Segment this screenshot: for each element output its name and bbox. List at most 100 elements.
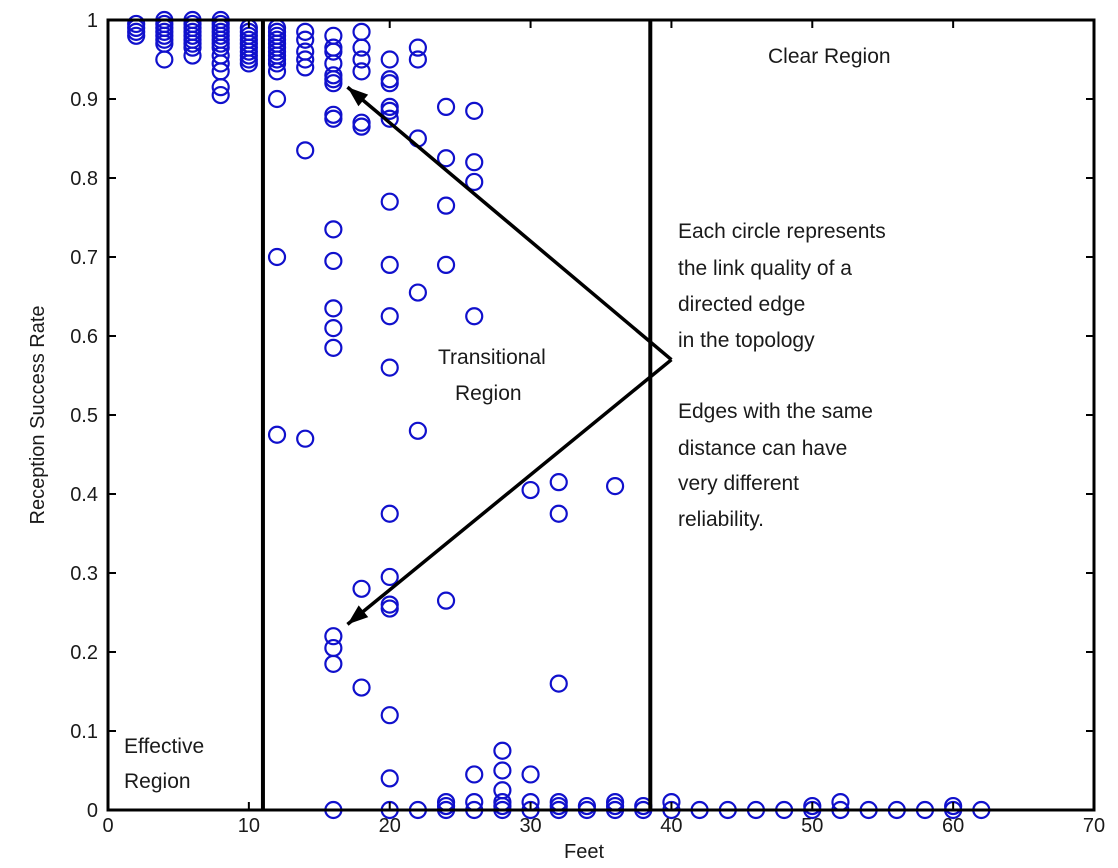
data-point [324, 66, 343, 85]
data-point [267, 247, 287, 267]
data-point [380, 109, 399, 128]
data-point [324, 105, 343, 124]
data-point [577, 796, 597, 816]
data-point [408, 421, 427, 440]
data-point [324, 338, 343, 357]
effective-region-label-1: Effective [124, 735, 204, 758]
x-tick-label: 60 [942, 815, 964, 837]
data-point [436, 97, 456, 117]
y-tick-label: 0 [87, 800, 98, 822]
y-tick-label: 0.7 [70, 247, 98, 269]
data-point [380, 70, 399, 89]
data-point [296, 30, 315, 49]
data-point [549, 504, 568, 523]
data-point [436, 149, 456, 168]
data-point [493, 796, 512, 816]
data-point [380, 255, 399, 274]
data-point [408, 50, 427, 69]
data-point [324, 654, 343, 673]
y-tick-label: 0.9 [70, 89, 98, 111]
data-point [549, 674, 568, 693]
data-point [324, 319, 343, 338]
region-boundaries [260, 20, 653, 810]
y-tick-label: 0.4 [70, 484, 98, 506]
data-point [605, 796, 625, 816]
note-line-4: in the topology [678, 329, 815, 352]
x-tick-label: 30 [519, 815, 541, 837]
data-point [267, 89, 287, 109]
data-point [127, 14, 146, 34]
data-point [436, 796, 456, 816]
data-point [267, 425, 287, 444]
data-point [296, 141, 315, 160]
data-point [324, 638, 343, 658]
data-point [380, 50, 399, 69]
data-point [352, 117, 371, 136]
transitional-region-label-2: Region [455, 382, 522, 405]
data-point [465, 153, 484, 172]
data-point [380, 358, 399, 377]
data-point [408, 283, 427, 302]
data-point [549, 473, 568, 492]
data-point [465, 765, 484, 784]
y-tick-label: 0.3 [70, 563, 98, 585]
note-line-2: the link quality of a [678, 257, 852, 280]
y-tick-label: 0.6 [70, 326, 98, 348]
note-line-3: directed edge [678, 293, 805, 316]
data-point [352, 113, 371, 132]
data-point [436, 196, 456, 215]
y-tick-label: 0.5 [70, 405, 98, 427]
data-point [380, 769, 399, 788]
data-point [521, 480, 540, 500]
data-point [352, 678, 371, 697]
data-point [465, 101, 484, 120]
effective-region-label-2: Region [124, 770, 191, 793]
note-line-8: very different [678, 472, 799, 495]
data-point [380, 599, 399, 618]
data-point [296, 429, 315, 448]
data-point [324, 220, 343, 239]
data-point [324, 38, 343, 57]
x-tick-label: 40 [660, 815, 682, 837]
annotation-arrows [346, 85, 673, 626]
y-tick-label: 0.1 [70, 721, 98, 743]
data-point [380, 307, 399, 326]
note-line-6: Edges with the same [678, 400, 873, 423]
data-point [211, 85, 230, 105]
x-tick-label: 10 [238, 815, 260, 837]
data-point [324, 299, 343, 318]
data-point [605, 477, 625, 496]
data-point [521, 765, 540, 784]
data-point [324, 42, 343, 61]
data-point [352, 50, 371, 69]
data-point [380, 504, 399, 523]
data-point [493, 761, 512, 780]
annotation-arrow-head [347, 605, 369, 625]
x-tick-label: 70 [1083, 815, 1105, 837]
annotation-arrow-line [346, 358, 673, 626]
data-point [408, 38, 427, 57]
data-point [352, 38, 371, 57]
annotation-arrow-line [346, 85, 673, 362]
y-tick-label: 0.8 [70, 168, 98, 190]
data-point [380, 74, 399, 93]
data-point [380, 595, 399, 614]
x-tick-label: 50 [801, 815, 823, 837]
data-point [296, 42, 315, 61]
y-axis-label: Reception Success Rate [27, 305, 49, 524]
note-line-7: distance can have [678, 437, 847, 460]
x-tick-label: 0 [102, 815, 113, 837]
data-point [155, 50, 174, 69]
transitional-region-label-1: Transitional [438, 346, 546, 369]
axis-ticks: 0 10 20 30 40 50 60 70 0 0.1 0.2 0.3 0.4 0.5 0.6 0.7 0.8… [70, 10, 1105, 837]
x-tick-label: 20 [379, 815, 401, 837]
note-line-1: Each circle represents [678, 220, 886, 243]
data-point [380, 567, 399, 587]
data-point [380, 192, 399, 211]
data-point [465, 172, 484, 192]
annotation-arrow-head [347, 87, 369, 107]
data-point [380, 101, 399, 120]
clear-region-label: Clear Region [768, 45, 891, 68]
data-point [324, 26, 343, 45]
